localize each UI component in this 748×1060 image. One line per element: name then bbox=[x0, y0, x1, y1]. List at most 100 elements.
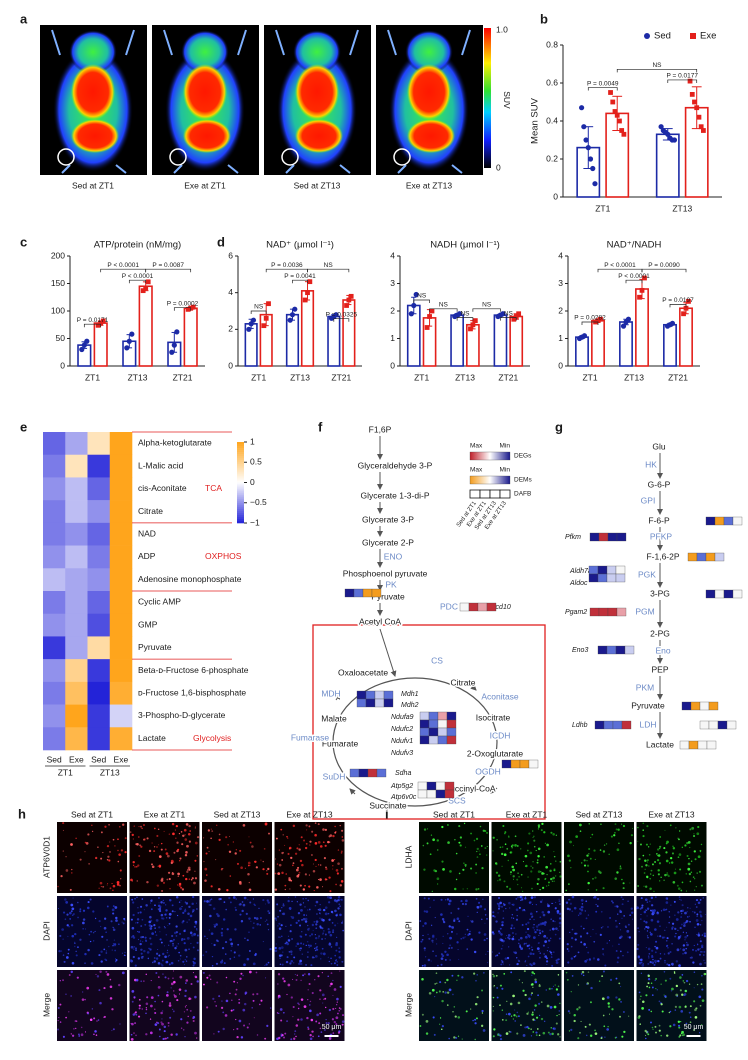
signal-dot bbox=[160, 1021, 163, 1024]
data-point bbox=[126, 338, 132, 344]
signal-dot bbox=[121, 921, 123, 923]
signal-dot bbox=[324, 844, 327, 847]
heatmap-cell bbox=[109, 681, 133, 705]
signal-dot bbox=[57, 885, 59, 888]
signal-dot bbox=[557, 993, 560, 996]
signal-dot bbox=[484, 922, 486, 924]
signal-dot bbox=[100, 950, 103, 953]
signal-dot bbox=[293, 962, 295, 964]
signal-dot bbox=[623, 1030, 626, 1034]
signal-dot bbox=[71, 934, 75, 938]
signal-dot bbox=[669, 1025, 672, 1028]
signal-dot bbox=[693, 850, 696, 853]
signal-dot bbox=[536, 882, 539, 885]
signal-dot bbox=[646, 875, 649, 879]
signal-dot bbox=[496, 954, 499, 957]
signal-dot bbox=[336, 961, 338, 963]
signal-dot bbox=[297, 866, 300, 869]
row-label: Citrate bbox=[138, 506, 163, 516]
signal-dot bbox=[138, 826, 140, 828]
signal-dot bbox=[319, 1027, 322, 1030]
signal-dot bbox=[168, 954, 170, 956]
signal-dot bbox=[509, 851, 513, 854]
signal-dot bbox=[686, 854, 689, 857]
signal-dot bbox=[221, 868, 223, 870]
enzyme: SuDH bbox=[323, 771, 346, 781]
signal-dot bbox=[500, 938, 504, 942]
heatmap-cell bbox=[65, 568, 88, 592]
signal-dot bbox=[301, 931, 303, 933]
signal-dot bbox=[326, 895, 330, 899]
signal-dot bbox=[95, 856, 98, 860]
data-point bbox=[610, 99, 616, 105]
significance-bracket bbox=[307, 268, 350, 273]
signal-dot bbox=[530, 994, 533, 996]
data-point bbox=[472, 318, 478, 324]
signal-dot bbox=[686, 943, 689, 947]
signal-dot bbox=[221, 1000, 223, 1002]
signal-dot bbox=[260, 859, 262, 861]
signal-dot bbox=[161, 890, 163, 892]
signal-dot bbox=[516, 1032, 519, 1035]
signal-dot bbox=[541, 910, 545, 914]
signal-dot bbox=[668, 1011, 670, 1014]
colorbar-segment bbox=[237, 450, 244, 453]
signal-dot bbox=[512, 994, 515, 998]
signal-dot bbox=[192, 1016, 196, 1019]
signal-dot bbox=[470, 867, 473, 870]
signal-dot bbox=[330, 957, 332, 960]
signal-dot bbox=[111, 908, 115, 912]
signal-dot bbox=[684, 935, 687, 939]
expression-cell bbox=[612, 720, 623, 730]
signal-dot bbox=[666, 1034, 669, 1037]
signal-dot bbox=[195, 902, 197, 904]
data-point bbox=[592, 181, 598, 187]
signal-dot bbox=[169, 898, 172, 902]
heatmap-cell bbox=[87, 545, 111, 569]
signal-dot bbox=[559, 860, 562, 863]
signal-dot bbox=[118, 983, 121, 987]
signal-dot bbox=[254, 953, 257, 957]
signal-dot bbox=[636, 947, 639, 951]
signal-dot bbox=[254, 860, 257, 864]
signal-dot bbox=[71, 924, 74, 927]
signal-dot bbox=[191, 877, 194, 880]
expression-cell bbox=[353, 588, 364, 598]
signal-dot bbox=[430, 834, 433, 836]
signal-dot bbox=[431, 939, 434, 942]
signal-dot bbox=[537, 847, 541, 851]
expression-cell bbox=[706, 740, 717, 750]
signal-dot bbox=[305, 842, 308, 845]
signal-dot bbox=[589, 1001, 592, 1004]
signal-dot bbox=[131, 1000, 134, 1003]
signal-dot bbox=[666, 926, 668, 928]
signal-dot bbox=[316, 913, 318, 915]
signal-dot bbox=[475, 888, 478, 891]
signal-dot bbox=[504, 843, 507, 846]
expression-cell bbox=[501, 759, 512, 769]
signal-dot bbox=[181, 906, 183, 908]
signal-dot bbox=[586, 983, 588, 985]
heatmap-cell bbox=[87, 659, 111, 683]
signal-dot bbox=[641, 865, 643, 868]
signal-dot bbox=[577, 951, 580, 954]
signal-dot bbox=[493, 986, 495, 988]
signal-dot bbox=[242, 903, 246, 907]
signal-dot bbox=[622, 824, 626, 828]
signal-dot bbox=[703, 954, 705, 956]
signal-dot bbox=[422, 934, 424, 937]
data-point bbox=[348, 293, 354, 299]
signal-dot bbox=[173, 990, 175, 992]
signal-dot bbox=[556, 910, 560, 913]
signal-dot bbox=[240, 972, 243, 975]
signal-dot bbox=[656, 920, 660, 923]
expression-cell bbox=[589, 532, 600, 542]
enzyme: ICDH bbox=[490, 730, 511, 740]
organ-signal bbox=[407, 64, 451, 120]
signal-dot bbox=[311, 956, 315, 959]
legend-text: DEMs bbox=[514, 477, 532, 484]
signal-dot bbox=[65, 901, 69, 904]
signal-dot bbox=[217, 887, 221, 891]
signal-dot bbox=[338, 956, 341, 959]
expression-cell bbox=[597, 565, 608, 575]
